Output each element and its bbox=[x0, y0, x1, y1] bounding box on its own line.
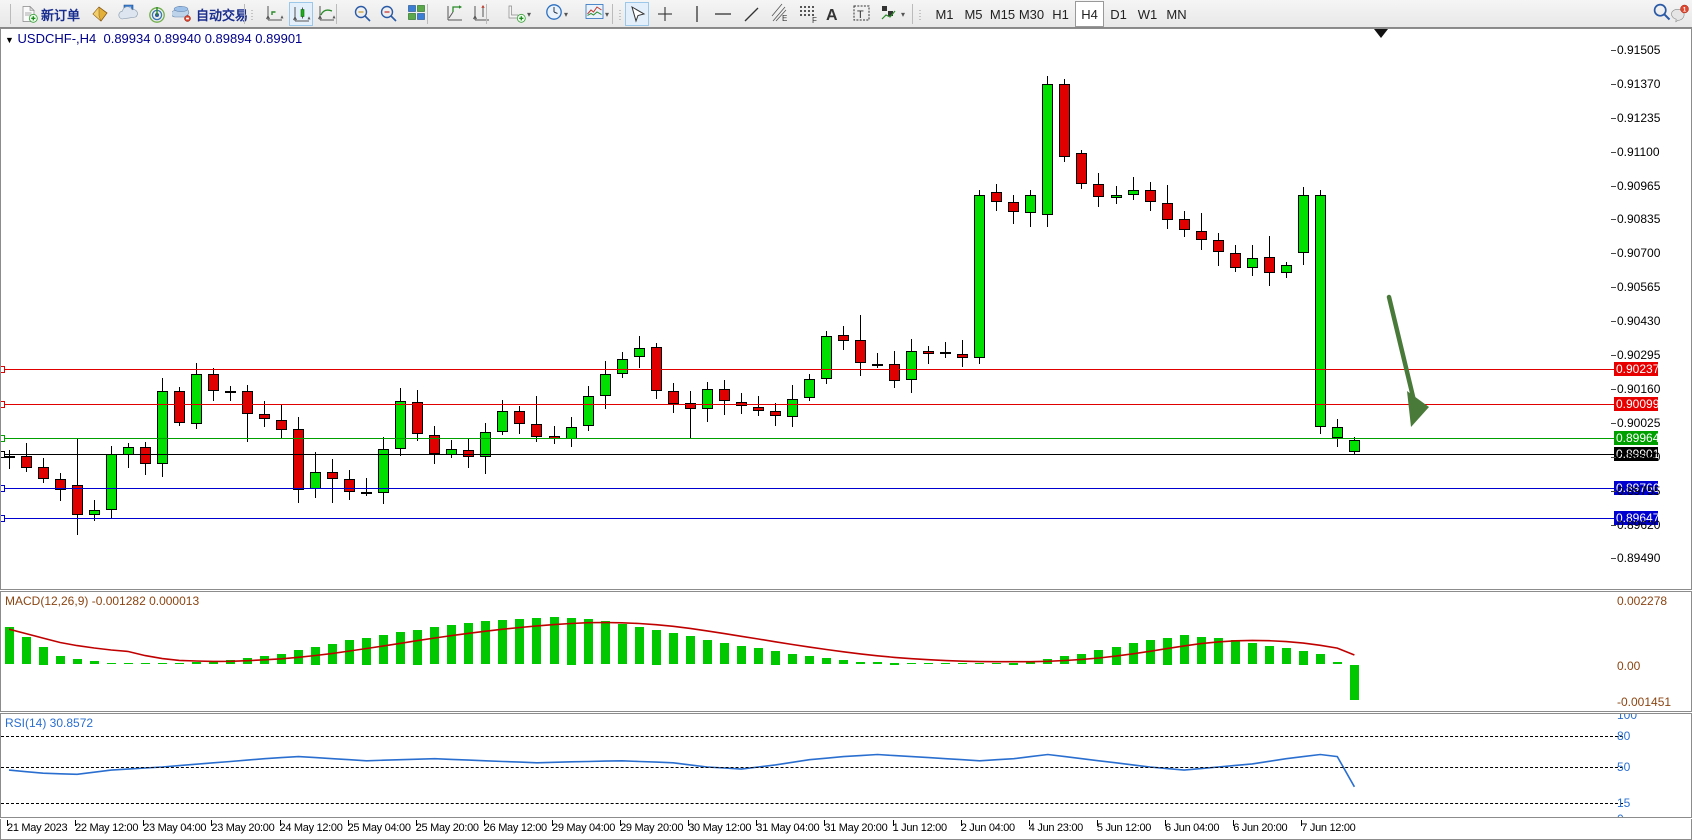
svg-text:E: E bbox=[782, 14, 787, 23]
svg-text:A: A bbox=[826, 7, 838, 24]
svg-text:F: F bbox=[812, 16, 817, 25]
svg-text:T: T bbox=[857, 9, 864, 21]
